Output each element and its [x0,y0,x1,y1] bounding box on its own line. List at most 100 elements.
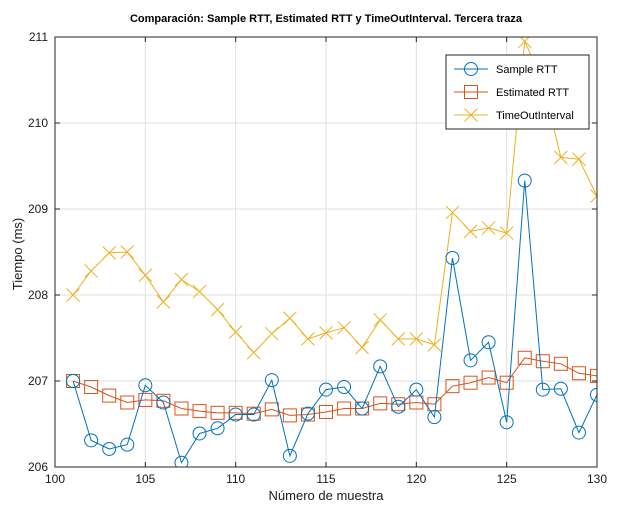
data-point-estimated-rtt [590,368,597,383]
data-point-estimated-rtt [102,388,117,403]
data-point-sample-rtt [264,373,279,388]
data-point-timeoutinterval [246,345,261,360]
y-tick-label: 207 [28,374,48,388]
data-point-timeoutinterval [554,150,568,165]
x-tick-label: 105 [135,472,155,486]
data-point-estimated-rtt [535,354,550,369]
data-point-timeoutinterval [283,311,297,326]
x-tick-label: 125 [497,472,517,486]
data-point-timeoutinterval [174,272,189,287]
y-tick-label: 209 [28,202,48,216]
data-point-estimated-rtt [319,404,333,419]
data-point-sample-rtt [337,380,352,395]
data-point-sample-rtt [84,433,99,448]
data-point-timeoutinterval [264,326,279,341]
data-point-sample-rtt [355,401,370,416]
data-point-sample-rtt [373,359,388,374]
data-point-timeoutinterval [66,288,80,302]
data-point-estimated-rtt [517,350,532,365]
legend-label-timeoutinterval: TimeOutInterval [496,110,574,122]
data-point-sample-rtt [174,455,189,467]
data-point-sample-rtt [445,251,460,266]
data-point-sample-rtt [481,335,496,350]
data-point-sample-rtt [228,407,243,422]
data-point-sample-rtt [120,437,135,452]
y-tick-label: 208 [28,288,48,302]
series-timeoutinterval [66,37,597,360]
data-point-timeoutinterval [427,338,442,352]
data-point-sample-rtt [192,426,207,441]
data-point-sample-rtt [409,382,424,397]
data-point-timeoutinterval [409,332,424,346]
data-point-sample-rtt [535,382,550,397]
series-layer [66,37,597,467]
data-point-timeoutinterval [102,246,117,260]
data-point-timeoutinterval [337,320,351,335]
y-tick-label: 210 [28,116,48,130]
y-tick-label: 211 [29,30,48,44]
x-tick-label: 110 [226,472,245,486]
data-point-timeoutinterval [228,325,243,339]
data-point-timeoutinterval [445,205,460,220]
data-point-timeoutinterval [192,284,207,299]
legend-item-timeoutinterval: TimeOutInterval [454,108,574,122]
legend-marker-sample-rtt [464,62,478,76]
data-point-timeoutinterval [590,189,597,203]
data-point-sample-rtt [210,421,225,436]
data-point-timeoutinterval [463,224,478,239]
data-point-estimated-rtt [571,366,586,381]
x-axis-label: Número de muestra [269,488,385,503]
data-point-sample-rtt [246,407,261,422]
data-point-timeoutinterval [517,37,532,49]
data-point-sample-rtt [590,387,597,402]
data-point-timeoutinterval [391,332,406,346]
data-point-estimated-rtt [210,405,225,420]
legend-label-estimated-rtt: Estimated RTT [496,87,569,99]
data-point-timeoutinterval [319,325,333,340]
data-point-sample-rtt [571,425,586,440]
x-tick-label: 115 [316,472,335,486]
data-point-sample-rtt [138,378,153,393]
data-point-sample-rtt [427,410,442,425]
legend: Sample RTT Estimated RTT TimeOutInterval [445,54,590,130]
data-point-timeoutinterval [481,221,496,235]
data-point-estimated-rtt [463,375,478,390]
data-point-sample-rtt [463,353,478,368]
data-point-timeoutinterval [499,226,514,240]
x-tick-label: 130 [587,472,607,486]
legend-label-sample-rtt: Sample RTT [496,64,558,76]
chart-title: Comparación: Sample RTT, Estimated RTT y… [130,13,523,25]
series-line-timeoutinterval [72,39,597,354]
data-point-timeoutinterval [301,332,315,346]
data-point-estimated-rtt [337,401,352,416]
data-point-estimated-rtt [499,375,514,390]
y-axis-label: Tiempo (ms) [10,218,25,290]
data-point-estimated-rtt [138,392,153,407]
series-sample-rtt [66,173,597,467]
legend-item-sample-rtt: Sample RTT [454,62,558,76]
x-tick-label: 100 [45,472,65,486]
data-point-sample-rtt [102,441,117,456]
data-point-estimated-rtt [120,395,135,410]
data-point-timeoutinterval [84,264,98,278]
data-point-estimated-rtt [282,408,297,423]
data-point-estimated-rtt [373,396,388,411]
data-point-sample-rtt [517,173,532,188]
x-tick-label: 120 [406,472,426,486]
data-point-sample-rtt [319,382,333,397]
data-point-sample-rtt [66,374,81,388]
data-point-estimated-rtt [84,380,99,395]
data-point-estimated-rtt [481,370,496,385]
data-point-estimated-rtt [174,401,189,416]
data-point-sample-rtt [300,406,315,421]
legend-item-estimated-rtt: Estimated RTT [454,85,569,99]
data-point-timeoutinterval [210,302,225,317]
data-point-timeoutinterval [355,340,369,355]
data-point-timeoutinterval [138,268,153,283]
data-point-estimated-rtt [192,404,207,419]
data-point-timeoutinterval [373,313,388,327]
ticks: 100 105 110 115 120 125 130 206 207 208 209 210 211 [28,30,607,486]
legend-marker-estimated-rtt [464,85,478,99]
series-line-sample-rtt [72,180,597,464]
